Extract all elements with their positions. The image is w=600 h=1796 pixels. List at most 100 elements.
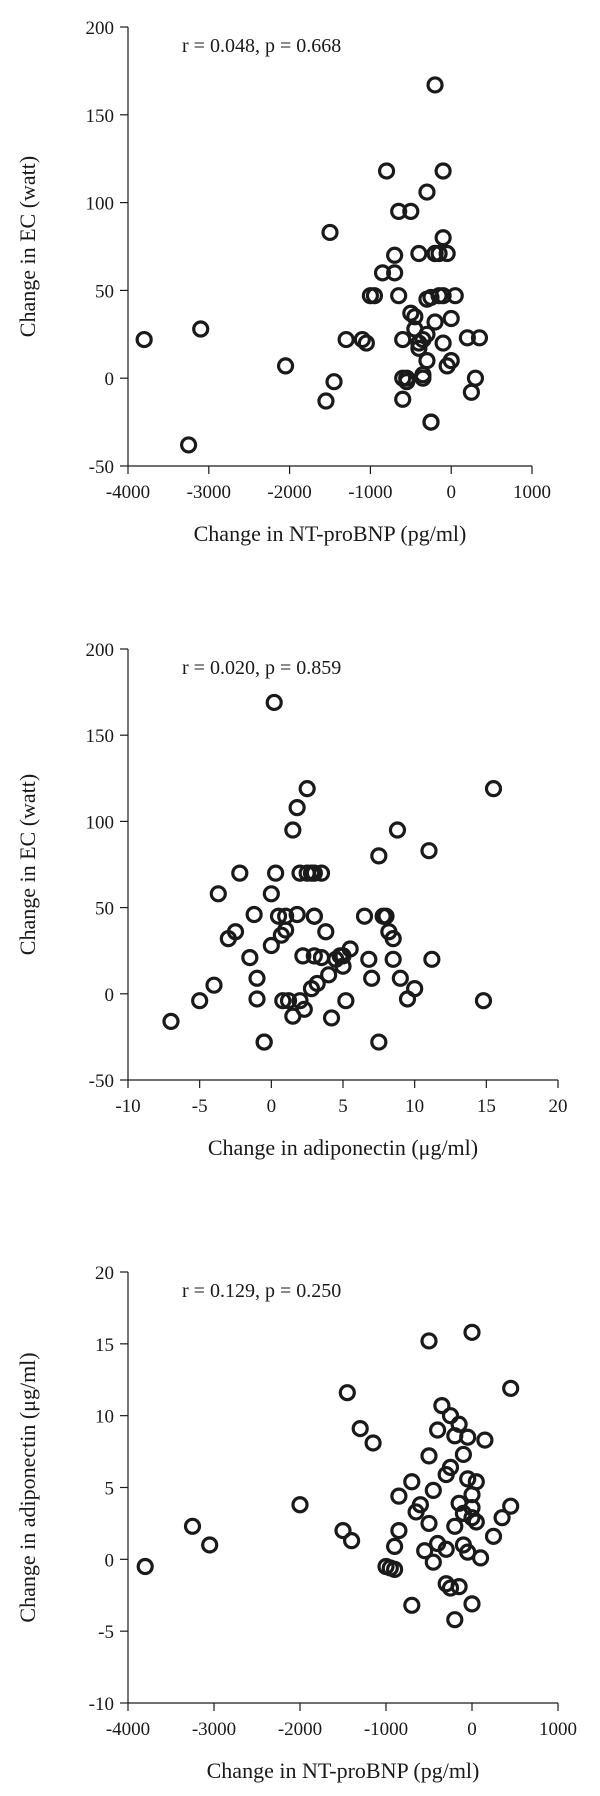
data-point [209,885,227,903]
data-point [279,992,298,1010]
data-point [470,329,489,347]
correlation-annotation: r = 0.129, p = 0.250 [182,1280,341,1302]
x-axis-title: Change in adiponectin (μg/ml) [208,1135,478,1160]
data-point [162,1012,180,1030]
data-point [391,969,409,987]
data-point [325,373,343,391]
data-point [437,1540,455,1558]
data-point [441,1579,460,1597]
y-tick-label: 0 [105,985,115,1006]
x-tick-label: -4000 [106,482,150,503]
y-tick-label: 50 [95,899,114,920]
data-point [291,1496,309,1514]
data-point [403,1596,421,1614]
data-point [403,1473,421,1491]
y-tick-label: 150 [86,726,115,747]
y-tick-label: 5 [105,1479,115,1500]
y-tick-label: 0 [105,369,115,390]
data-point [377,907,395,925]
y-tick-label: 50 [95,281,114,302]
data-point [493,1509,511,1527]
data-point [441,1458,460,1476]
data-point [418,183,436,201]
data-point [502,1379,520,1397]
data-point [305,907,323,925]
data-point [191,992,209,1010]
x-tick-label: -4000 [106,1719,150,1740]
x-tick-label: -3000 [192,1719,236,1740]
data-point [295,1000,313,1018]
data-point [322,1009,341,1027]
correlation-annotation: r = 0.020, p = 0.859 [182,657,341,679]
data-point [411,1496,429,1514]
scatter-chart-3: -10 -5 0 5 10 15 20 -4000 -3000 -2000 -1000 0 1000 Ch… [15,1263,577,1783]
data-point [454,1445,472,1464]
data-point [424,1553,442,1571]
data-point [459,1470,477,1488]
x-tick-label: -10 [115,1096,140,1117]
data-point [291,992,309,1010]
data-point [294,947,312,965]
x-axis-title: Change in NT-proBNP (pg/ml) [207,1758,480,1783]
data-point [474,992,493,1010]
y-tick-label: 0 [105,1550,115,1571]
data-point [317,392,335,410]
y-tick-label: 10 [95,1407,114,1428]
data-point [334,1521,352,1540]
data-point [321,223,339,242]
y-tick-label: 100 [86,812,115,833]
data-point [363,969,381,987]
data-point [370,1033,388,1051]
data-point [136,1557,154,1576]
data-point [205,976,223,994]
data-point [420,1514,438,1533]
x-tick-label: -5 [192,1096,208,1117]
data-point [420,1447,438,1465]
data-point [434,334,452,352]
x-tick-label: 0 [267,1096,277,1117]
data-point [484,780,503,798]
y-tick-label: -50 [89,1071,114,1092]
data-point [463,1486,481,1504]
data-point [365,287,384,305]
data-point [341,940,359,958]
y-tick-label: 150 [86,106,115,127]
x-tick-label: -1000 [348,482,392,503]
data-point [462,383,480,401]
data-point [418,352,436,370]
data-point [390,287,408,305]
data-point [135,330,153,349]
data-point [337,330,355,349]
data-point [422,413,440,431]
data-point [308,974,326,993]
x-tick-label: 0 [446,482,456,503]
x-tick-label: 0 [467,1719,477,1740]
x-tick-label: 10 [405,1096,424,1117]
data-point [262,885,280,903]
data-point [433,1397,451,1415]
data-point [476,1431,494,1449]
data-point [472,1549,490,1567]
data-point [284,821,302,839]
x-tick-label: 1000 [513,482,551,503]
data-point [183,1517,202,1535]
data-point [360,950,378,968]
data-point [459,1428,477,1446]
data-point [426,244,444,263]
data-point [312,864,331,882]
data-point [384,950,402,968]
data-point [463,1509,481,1527]
data-point [364,1434,382,1452]
data-point [384,930,402,948]
data-point [288,799,306,817]
data-point [267,864,285,882]
data-point [414,366,432,384]
data-point [351,1419,369,1438]
data-point [386,264,404,282]
y-tick-label: -10 [89,1694,114,1715]
data-point [338,1384,356,1402]
data-point [370,847,388,865]
data-point [277,907,295,925]
data-point [446,1517,464,1535]
